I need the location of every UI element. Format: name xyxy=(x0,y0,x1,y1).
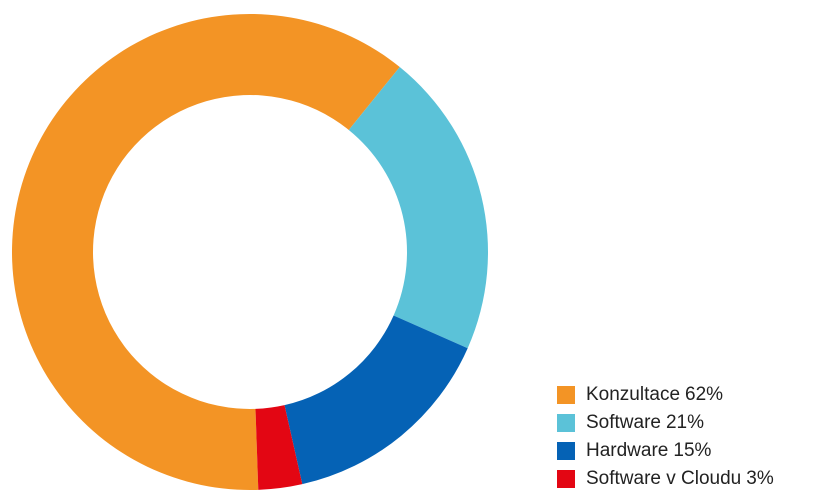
legend-value: 21% xyxy=(666,412,704,433)
legend-swatch xyxy=(557,442,575,460)
legend-name: Konzultace xyxy=(586,384,680,405)
legend-name: Software xyxy=(586,412,661,433)
legend-label: Software v Cloudu 3% xyxy=(586,468,774,489)
donut-slice xyxy=(255,405,303,490)
legend-label: Hardware 15% xyxy=(586,440,712,461)
legend-swatch xyxy=(557,414,575,432)
donut-slice xyxy=(284,315,468,485)
legend-name: Hardware xyxy=(586,440,668,461)
legend-value: 15% xyxy=(673,440,711,461)
legend-swatch xyxy=(557,470,575,488)
donut-slice xyxy=(348,67,489,349)
donut-slice xyxy=(11,14,400,491)
legend-label: Konzultace 62% xyxy=(586,384,723,405)
legend-swatch xyxy=(557,386,575,404)
legend-value: 3% xyxy=(746,468,774,489)
legend-label: Software 21% xyxy=(586,412,704,433)
legend-name: Software v Cloudu xyxy=(586,468,741,489)
legend-value: 62% xyxy=(685,384,723,405)
